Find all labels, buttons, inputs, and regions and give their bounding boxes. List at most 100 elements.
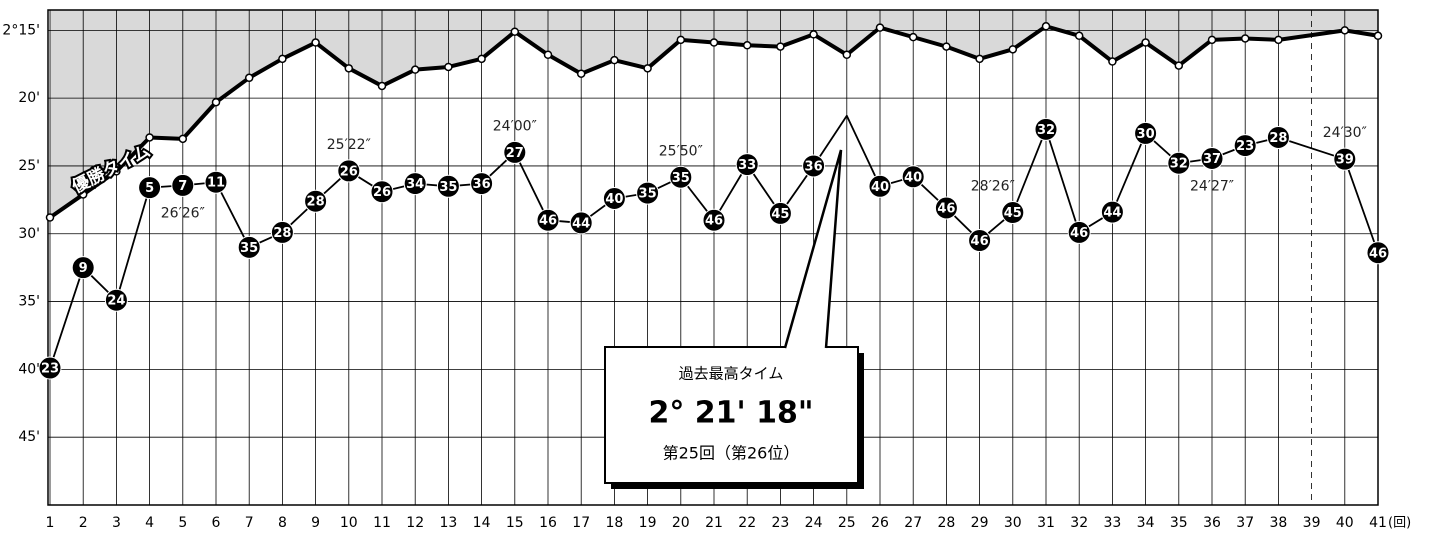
rank-label: 35 — [639, 187, 657, 202]
rank-label: 46 — [539, 214, 557, 229]
rank-label: 35 — [672, 171, 690, 186]
time-label: 24′27″ — [1190, 179, 1234, 195]
rank-marker — [1067, 220, 1091, 244]
rank-marker — [38, 356, 62, 380]
x-tick-label: 1 — [46, 515, 55, 531]
x-tick-label: 30 — [1004, 515, 1022, 531]
x-tick-label: 9 — [311, 515, 320, 531]
x-tick-label: 20 — [672, 515, 690, 531]
rank-marker — [237, 235, 261, 259]
winner-point — [178, 134, 188, 144]
rank-marker — [536, 208, 560, 232]
winner-point — [377, 81, 387, 91]
x-tick-label: 34 — [1137, 515, 1155, 531]
y-tick-label: 20' — [18, 90, 40, 106]
rank-marker — [436, 174, 460, 198]
x-tick-label: 29 — [971, 515, 989, 531]
rank-label: 34 — [406, 177, 424, 192]
winner-point — [709, 38, 719, 47]
gap-bridge — [1278, 136, 1346, 161]
rank-label: 46 — [1369, 246, 1387, 261]
winner-point — [543, 50, 553, 60]
rank-marker — [702, 208, 726, 232]
rank-label: 23 — [41, 362, 59, 377]
winner-point — [278, 54, 287, 64]
x-tick-label: 25 — [838, 515, 856, 531]
x-tick-label: 27 — [904, 515, 922, 531]
x-tick-label: 3 — [112, 515, 121, 531]
x-tick-label: 19 — [639, 515, 657, 531]
rank-label: 26 — [373, 185, 391, 200]
rank-label: 40 — [904, 170, 922, 185]
rank-marker — [503, 140, 527, 164]
rank-label: 40 — [605, 192, 623, 207]
rank-marker — [1266, 125, 1290, 149]
rank-marker — [204, 170, 228, 194]
x-tick-label: 8 — [278, 515, 287, 531]
rank-label: 39 — [1336, 153, 1354, 168]
rank-marker — [735, 153, 759, 177]
x-tick-label: 4 — [145, 515, 154, 531]
rank-marker — [403, 172, 427, 196]
x-tick-label: 6 — [212, 515, 221, 531]
rank-marker — [1366, 241, 1390, 265]
winner-point — [410, 65, 420, 74]
winner-point — [776, 42, 785, 51]
x-tick-label: 36 — [1203, 515, 1221, 531]
time-label: 24′00″ — [493, 118, 537, 134]
x-tick-label: 38 — [1269, 515, 1287, 531]
winner-point — [444, 62, 453, 72]
winner-point — [112, 167, 121, 176]
winner-point — [1274, 35, 1283, 45]
winner-point — [975, 54, 984, 64]
rank-label: 46 — [1070, 226, 1088, 241]
winner-point — [510, 27, 520, 36]
rank-label: 30 — [1137, 127, 1155, 142]
y-tick-label: 30' — [18, 226, 40, 242]
x-tick-label: 31 — [1037, 515, 1055, 531]
rank-marker — [1233, 134, 1257, 158]
rank-marker — [1200, 147, 1224, 170]
x-tick-label: 23 — [771, 515, 789, 531]
x-tick-label: 35 — [1170, 515, 1188, 531]
winner-point — [576, 69, 586, 78]
rank-label: 46 — [705, 214, 723, 229]
winner-point — [244, 73, 254, 83]
rank-marker — [868, 174, 892, 198]
winner-point — [809, 30, 818, 39]
rank-label: 32 — [1037, 123, 1055, 138]
rank-label: 40 — [871, 180, 889, 195]
winner-point — [211, 97, 221, 107]
x-tick-label: 7 — [245, 515, 254, 531]
x-tick-label: 37 — [1236, 515, 1254, 531]
x-tick-label: 17 — [572, 515, 590, 531]
rank-marker — [1034, 117, 1058, 141]
x-tick-label: 40 — [1336, 515, 1354, 531]
rank-marker — [270, 220, 294, 244]
rank-label: 36 — [473, 177, 491, 192]
callout-title: 過去最高タイム — [679, 365, 784, 383]
y-tick-label: 35' — [18, 294, 40, 310]
x-tick-label: 5 — [178, 515, 187, 531]
x-tick-label: 15 — [506, 515, 524, 531]
rank-label: 44 — [572, 216, 590, 231]
time-label: 25′50″ — [659, 143, 703, 159]
callout-note: 第25回（第26位） — [663, 444, 800, 463]
rank-label: 35 — [439, 180, 457, 195]
rank-label: 27 — [506, 146, 524, 161]
rank-marker — [1001, 201, 1025, 225]
x-tick-label: 24 — [805, 515, 823, 531]
callout-box — [604, 346, 859, 484]
rank-label: 32 — [1170, 157, 1188, 172]
winner-point — [610, 55, 619, 65]
rank-marker — [802, 154, 826, 178]
rank-label: 7 — [178, 179, 187, 194]
winner-point — [1340, 26, 1350, 35]
time-label: 25′22″ — [327, 137, 371, 153]
y-tick-label: 25' — [18, 158, 40, 174]
rank-marker — [569, 211, 593, 235]
x-tick-label: 28 — [937, 515, 955, 531]
gap-bridge — [1278, 28, 1346, 42]
winner-point — [676, 35, 686, 45]
